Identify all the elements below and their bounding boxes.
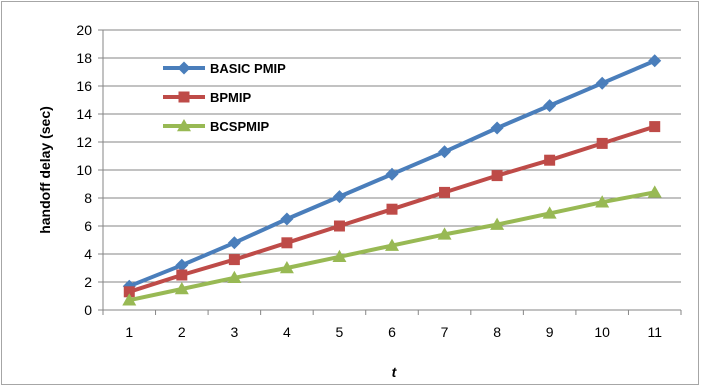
data-point: [281, 237, 292, 248]
y-axis-title: handoff delay (sec): [37, 106, 53, 234]
y-tick-label: 14: [76, 106, 92, 122]
legend-label: BCSPMIP: [210, 119, 270, 134]
y-tick-label: 2: [84, 274, 92, 290]
data-point: [597, 138, 608, 149]
x-tick-label: 2: [178, 324, 186, 340]
y-tick-label: 0: [84, 302, 92, 318]
y-tick-label: 18: [76, 50, 92, 66]
data-point: [544, 155, 555, 166]
y-tick-label: 12: [76, 134, 92, 150]
legend-label: BASIC PMIP: [210, 61, 286, 76]
x-tick-label: 3: [230, 324, 238, 340]
legend-label: BPMIP: [210, 90, 252, 105]
y-tick-label: 20: [76, 22, 92, 38]
x-tick-label: 6: [388, 324, 396, 340]
data-point: [387, 204, 398, 215]
data-point: [439, 187, 450, 198]
x-tick-label: 10: [594, 324, 610, 340]
y-tick-label: 16: [76, 78, 92, 94]
y-tick-label: 4: [84, 246, 92, 262]
x-tick-label: 9: [546, 324, 554, 340]
x-tick-label: 4: [283, 324, 291, 340]
x-tick-label: 8: [493, 324, 501, 340]
x-tick-label: 1: [125, 324, 133, 340]
x-tick-label: 11: [647, 324, 662, 340]
x-tick-label: 5: [336, 324, 344, 340]
data-point: [334, 221, 345, 232]
y-tick-label: 8: [84, 190, 92, 206]
data-point: [176, 270, 187, 281]
data-point: [229, 254, 240, 265]
x-tick-label: 7: [441, 324, 449, 340]
legend-marker: [179, 92, 190, 103]
data-point: [649, 121, 660, 132]
y-tick-label: 6: [84, 218, 92, 234]
y-tick-label: 10: [76, 162, 92, 178]
data-point: [492, 170, 503, 181]
